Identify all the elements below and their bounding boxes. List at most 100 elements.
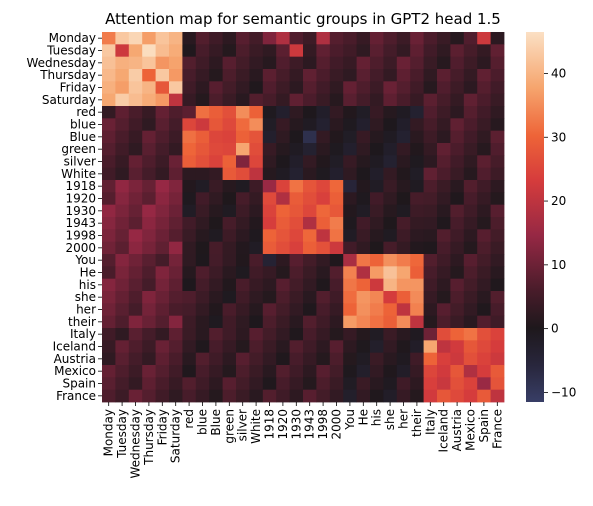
heatmap-cell bbox=[262, 167, 277, 181]
heatmap-cell bbox=[222, 254, 237, 267]
heatmap-cell bbox=[195, 44, 210, 58]
heatmap-cell bbox=[410, 130, 424, 144]
heatmap-cell bbox=[370, 106, 384, 119]
heatmap-cell bbox=[142, 377, 156, 391]
heatmap-cell bbox=[289, 241, 304, 255]
heatmap-cell bbox=[276, 266, 290, 280]
heatmap-cell bbox=[128, 44, 143, 58]
heatmap-cell bbox=[182, 81, 197, 95]
heatmap-cell bbox=[249, 377, 264, 391]
heatmap-cell bbox=[236, 204, 250, 218]
heatmap-cell bbox=[423, 93, 438, 107]
heatmap-cell bbox=[477, 130, 491, 144]
heatmap-cell bbox=[142, 167, 156, 181]
y-tick-label: red bbox=[76, 105, 96, 119]
heatmap-cell bbox=[423, 389, 438, 403]
heatmap-cell bbox=[383, 291, 398, 304]
heatmap-cell bbox=[356, 328, 371, 341]
heatmap-cell bbox=[450, 328, 465, 341]
heatmap-cell bbox=[383, 81, 398, 95]
x-tick-label: He bbox=[356, 409, 370, 425]
heatmap-cell bbox=[142, 303, 156, 317]
heatmap-cell bbox=[236, 180, 250, 193]
heatmap-cell bbox=[155, 32, 170, 45]
heatmap-cell bbox=[410, 143, 424, 156]
heatmap-cell bbox=[410, 69, 424, 82]
heatmap-cell bbox=[329, 365, 344, 378]
heatmap-cell bbox=[410, 106, 424, 119]
heatmap-cell bbox=[236, 56, 250, 70]
heatmap-cell bbox=[115, 180, 130, 193]
heatmap-cell bbox=[490, 69, 505, 82]
heatmap-cell bbox=[303, 204, 317, 218]
heatmap-cell bbox=[396, 56, 411, 70]
heatmap-cell bbox=[410, 266, 424, 280]
y-tick-label: 2000 bbox=[65, 241, 96, 255]
heatmap-cell bbox=[370, 130, 384, 144]
heatmap-cell bbox=[276, 155, 290, 169]
heatmap-cell bbox=[115, 217, 130, 230]
heatmap-cell bbox=[222, 328, 237, 341]
heatmap-cell bbox=[236, 254, 250, 267]
heatmap-cell bbox=[329, 155, 344, 169]
heatmap-cell bbox=[102, 180, 116, 193]
heatmap-cell bbox=[209, 365, 223, 378]
heatmap-cell bbox=[209, 167, 223, 181]
heatmap-cell bbox=[316, 32, 331, 45]
heatmap-cell bbox=[209, 303, 223, 317]
heatmap-cell bbox=[396, 229, 411, 243]
heatmap-cell bbox=[410, 365, 424, 378]
heatmap-cell bbox=[356, 192, 371, 206]
heatmap-cell bbox=[236, 377, 250, 391]
colorbar: −10 0 10 20 30 40 bbox=[526, 32, 576, 402]
heatmap-cell bbox=[128, 143, 143, 156]
heatmap-cell bbox=[343, 81, 357, 95]
heatmap-cell bbox=[477, 192, 491, 206]
heatmap-cell bbox=[316, 377, 331, 391]
x-tick-label: green bbox=[222, 409, 236, 444]
heatmap-cell bbox=[450, 81, 465, 95]
heatmap-cell bbox=[276, 44, 290, 58]
heatmap-cell bbox=[490, 303, 505, 317]
heatmap-cell bbox=[195, 241, 210, 255]
heatmap-cell bbox=[276, 291, 290, 304]
heatmap-cell bbox=[222, 377, 237, 391]
heatmap-cell bbox=[182, 352, 197, 366]
heatmap-cell bbox=[343, 180, 357, 193]
heatmap-cell bbox=[249, 315, 264, 329]
heatmap-cell bbox=[155, 180, 170, 193]
heatmap-cell bbox=[437, 328, 451, 341]
heatmap-cell bbox=[450, 118, 465, 132]
heatmap-cell bbox=[423, 278, 438, 292]
heatmap-cell bbox=[236, 81, 250, 95]
heatmap-cell bbox=[276, 352, 290, 366]
heatmap-cell bbox=[303, 93, 317, 107]
heatmap-cell bbox=[209, 44, 223, 58]
heatmap-cell bbox=[169, 204, 183, 218]
heatmap-cell bbox=[289, 352, 304, 366]
heatmap-cell bbox=[303, 130, 317, 144]
heatmap-cell bbox=[262, 377, 277, 391]
y-tick-label: Blue bbox=[69, 130, 96, 144]
heatmap-cell bbox=[423, 143, 438, 156]
heatmap-cell bbox=[155, 365, 170, 378]
heatmap-cell bbox=[477, 365, 491, 378]
heatmap-cell bbox=[477, 217, 491, 230]
heatmap-cell bbox=[209, 56, 223, 70]
heatmap-cell bbox=[490, 180, 505, 193]
heatmap-cell bbox=[195, 93, 210, 107]
heatmap-cell bbox=[370, 254, 384, 267]
heatmap-cell bbox=[343, 204, 357, 218]
heatmap-cell bbox=[343, 352, 357, 366]
heatmap-cell bbox=[195, 130, 210, 144]
heatmap-cell bbox=[236, 352, 250, 366]
heatmap-cell bbox=[396, 167, 411, 181]
heatmap-cell bbox=[370, 118, 384, 132]
heatmap-cell bbox=[343, 44, 357, 58]
colorbar-tick-label: −10 bbox=[551, 385, 576, 399]
heatmap-cell bbox=[396, 352, 411, 366]
heatmap-cell bbox=[477, 377, 491, 391]
heatmap-cell bbox=[289, 266, 304, 280]
x-tick-label: Austria bbox=[450, 409, 464, 451]
heatmap-cell bbox=[289, 340, 304, 354]
